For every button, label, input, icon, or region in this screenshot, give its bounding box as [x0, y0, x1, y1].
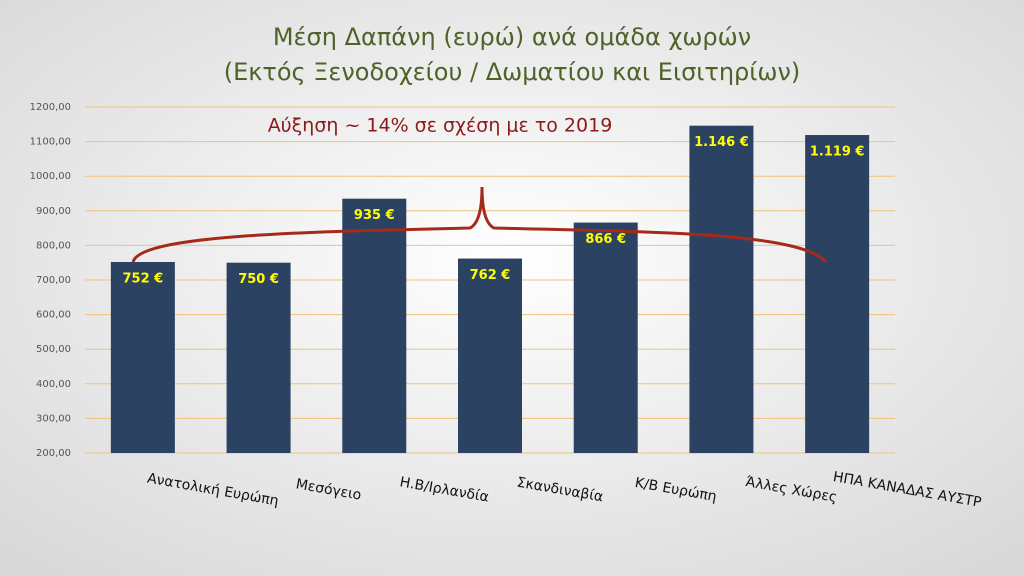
- y-tick-label: 1200,00: [30, 102, 71, 113]
- bar: [226, 262, 291, 453]
- bars: [110, 125, 870, 454]
- bar: [573, 222, 638, 453]
- value-label: 1.146 €: [694, 135, 749, 150]
- bar: [689, 125, 754, 454]
- annotation: Αύξηση ~ 14% σε σχέση με το 2019: [268, 115, 613, 137]
- bar: [458, 258, 522, 453]
- y-tick-label: 300,00: [36, 413, 71, 424]
- y-tick-label: 900,00: [36, 206, 71, 217]
- y-tick-label: 700,00: [36, 275, 71, 286]
- value-label: 750 €: [238, 272, 279, 287]
- chart-subtitle: (Εκτός Ξενοδοχείου / Δωματίου και Εισιτη…: [224, 58, 801, 86]
- y-tick-label: 200,00: [36, 448, 71, 459]
- value-label: 1.119 €: [810, 145, 865, 160]
- brace: [131, 186, 828, 264]
- value-label: 866 €: [585, 232, 626, 247]
- bar: [342, 198, 407, 453]
- chart-title: Μέση Δαπάνη (ευρώ) ανά ομάδα χωρών: [273, 23, 751, 51]
- bar: [110, 262, 175, 453]
- y-tick-label: 1100,00: [30, 137, 71, 148]
- y-tick-label: 1000,00: [30, 171, 71, 182]
- bar: [805, 135, 870, 453]
- y-tick-label: 400,00: [36, 379, 71, 390]
- y-tick-label: 500,00: [36, 344, 71, 355]
- value-label: 935 €: [354, 208, 395, 223]
- y-tick-label: 800,00: [36, 240, 71, 251]
- value-label: 752 €: [122, 272, 163, 287]
- y-tick-label: 600,00: [36, 310, 71, 321]
- value-label: 762 €: [470, 268, 511, 283]
